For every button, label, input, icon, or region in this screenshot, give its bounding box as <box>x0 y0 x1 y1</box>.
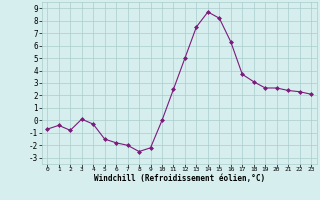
X-axis label: Windchill (Refroidissement éolien,°C): Windchill (Refroidissement éolien,°C) <box>94 174 265 183</box>
